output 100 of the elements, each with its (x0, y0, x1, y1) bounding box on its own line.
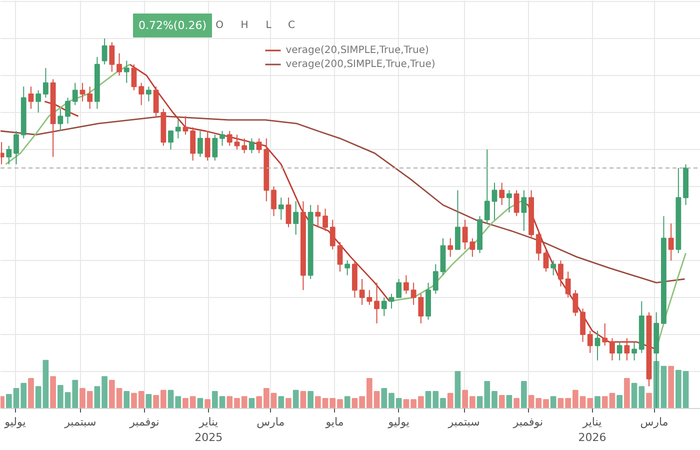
candlestick (594, 330, 600, 361)
candlestick (455, 190, 460, 250)
x-tick-label: مارس (256, 416, 285, 428)
candlestick (492, 182, 498, 220)
candlestick (668, 223, 674, 261)
text: L (266, 20, 272, 31)
candlestick (109, 42, 115, 72)
text: O (216, 20, 224, 31)
candlestick (543, 248, 549, 272)
candlestick (381, 297, 387, 316)
bar (278, 396, 284, 408)
bar (521, 380, 527, 408)
bar (286, 398, 292, 408)
candlestick (462, 219, 468, 250)
candlestick (610, 338, 615, 361)
candlestick (506, 190, 512, 213)
candlestick (175, 119, 181, 139)
bar (204, 399, 210, 408)
candlestick (404, 274, 409, 294)
x-tick-label: سبتمبر (64, 416, 96, 428)
bar (124, 390, 130, 408)
bar (197, 398, 204, 408)
candlestick (536, 230, 542, 261)
candlestick (242, 138, 248, 154)
candlestick (337, 242, 343, 272)
candlestick (322, 208, 328, 232)
candlestick (153, 86, 159, 117)
candlestick (248, 138, 254, 154)
candlestick (286, 197, 292, 228)
x-tick-label: يوليو (4, 416, 26, 428)
bar (28, 378, 34, 408)
candlestick (572, 290, 578, 316)
candlestick (131, 64, 137, 91)
candlestick (42, 68, 48, 98)
candlestick (499, 182, 505, 206)
candlestick (65, 97, 70, 124)
legend-label: verage(20,SIMPLE,True,True) (286, 44, 429, 56)
bar (248, 398, 255, 408)
bar (447, 392, 454, 408)
candlestick (168, 130, 174, 150)
candlestick (359, 278, 365, 306)
candlestick (366, 290, 372, 306)
candlestick (344, 260, 350, 276)
candlestick (410, 282, 416, 306)
candlestick (624, 338, 630, 361)
candlestick (138, 82, 144, 106)
candlestick (396, 278, 402, 298)
x-tick-label: مايو (324, 416, 344, 428)
bar (506, 395, 512, 408)
candlestick (234, 134, 240, 150)
x-tick-label: نوفمبر (512, 416, 544, 428)
bar (646, 392, 652, 408)
candlestick (212, 134, 218, 162)
legend-label: verage(200,SIMPLE,True,True) (286, 58, 436, 70)
candlestick (565, 271, 571, 298)
candlestick (580, 308, 586, 342)
candlestick (432, 264, 438, 294)
candlestick (374, 282, 380, 324)
bar (344, 396, 350, 408)
candlestick (87, 86, 93, 110)
bar (454, 371, 461, 408)
bar (50, 376, 56, 408)
candlestick (182, 116, 188, 136)
candlestick (388, 293, 394, 310)
bar (550, 396, 556, 408)
text: H (240, 20, 248, 31)
candlestick (602, 322, 608, 346)
candlestick (116, 52, 122, 76)
bar (514, 398, 520, 408)
candlestick (36, 90, 42, 113)
candlestick (484, 149, 490, 224)
x-tick-label: نوفمبر (128, 416, 160, 428)
candlestick (190, 126, 196, 162)
text: C (288, 20, 296, 31)
candlestick (448, 238, 454, 258)
candlestick (14, 130, 19, 165)
bar (146, 394, 152, 408)
candlestick (146, 86, 152, 102)
candlestick (550, 260, 556, 276)
candlestick (271, 186, 276, 217)
candlestick (514, 190, 520, 217)
candlestick (80, 82, 86, 102)
candlestick (278, 197, 284, 220)
candlestick (220, 130, 225, 146)
candlestick (330, 219, 336, 250)
candlestick (587, 330, 593, 354)
candlestick (293, 200, 299, 236)
candlestick (72, 82, 78, 106)
bar (594, 396, 600, 408)
x-tick-label: مارس (640, 416, 668, 428)
candlestick (6, 145, 12, 165)
bar (300, 390, 306, 408)
candlestick (632, 341, 637, 361)
candlestick (226, 130, 232, 146)
candlestick (418, 293, 424, 324)
candlestick (521, 190, 527, 232)
candlestick (197, 130, 203, 158)
candlestick (204, 130, 210, 162)
candlestick (102, 38, 108, 65)
candlestick (470, 238, 476, 258)
